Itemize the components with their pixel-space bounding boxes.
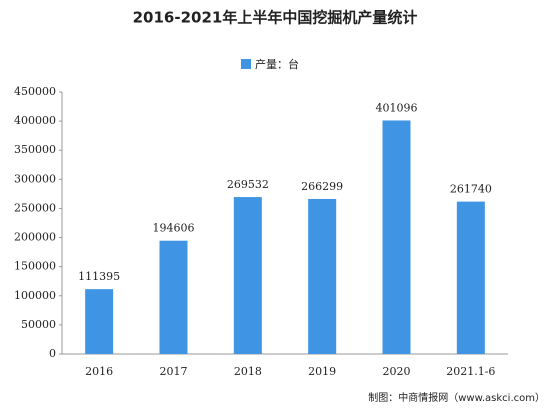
y-tick-label: 150000: [14, 260, 56, 273]
x-tick-label: 2016: [85, 365, 113, 378]
y-tick-label: 250000: [14, 201, 56, 214]
source-note: 制图：中商情报网（www.askci.com）: [368, 391, 545, 404]
data-label: 266299: [301, 180, 343, 193]
y-tick-label: 450000: [14, 85, 56, 98]
y-tick-label: 50000: [21, 318, 56, 331]
y-tick-label: 200000: [14, 231, 56, 244]
legend-label: 产量：台: [255, 57, 299, 71]
bar: [233, 197, 262, 354]
bar: [308, 198, 337, 354]
x-tick-label: 2019: [308, 365, 336, 378]
x-tick-label: 2020: [383, 365, 411, 378]
y-tick-label: 400000: [14, 114, 56, 127]
chart-title: 2016-2021年上半年中国挖掘机产量统计: [133, 9, 418, 27]
data-label: 111395: [78, 270, 120, 283]
y-tick-label: 300000: [14, 172, 56, 185]
bar: [456, 201, 485, 354]
data-label: 401096: [376, 101, 418, 114]
data-label: 261740: [450, 183, 492, 196]
x-tick-label: 2021.1-6: [446, 365, 495, 378]
legend-swatch: [241, 59, 251, 69]
x-tick-label: 2017: [160, 365, 188, 378]
y-tick-label: 0: [49, 347, 56, 360]
x-tick-label: 2018: [234, 365, 262, 378]
y-tick-label: 350000: [14, 143, 56, 156]
y-tick-label: 100000: [14, 289, 56, 302]
bar: [85, 289, 114, 354]
bar: [382, 120, 411, 354]
data-label: 194606: [153, 222, 195, 235]
data-label: 269532: [227, 178, 269, 191]
bar: [159, 240, 188, 354]
